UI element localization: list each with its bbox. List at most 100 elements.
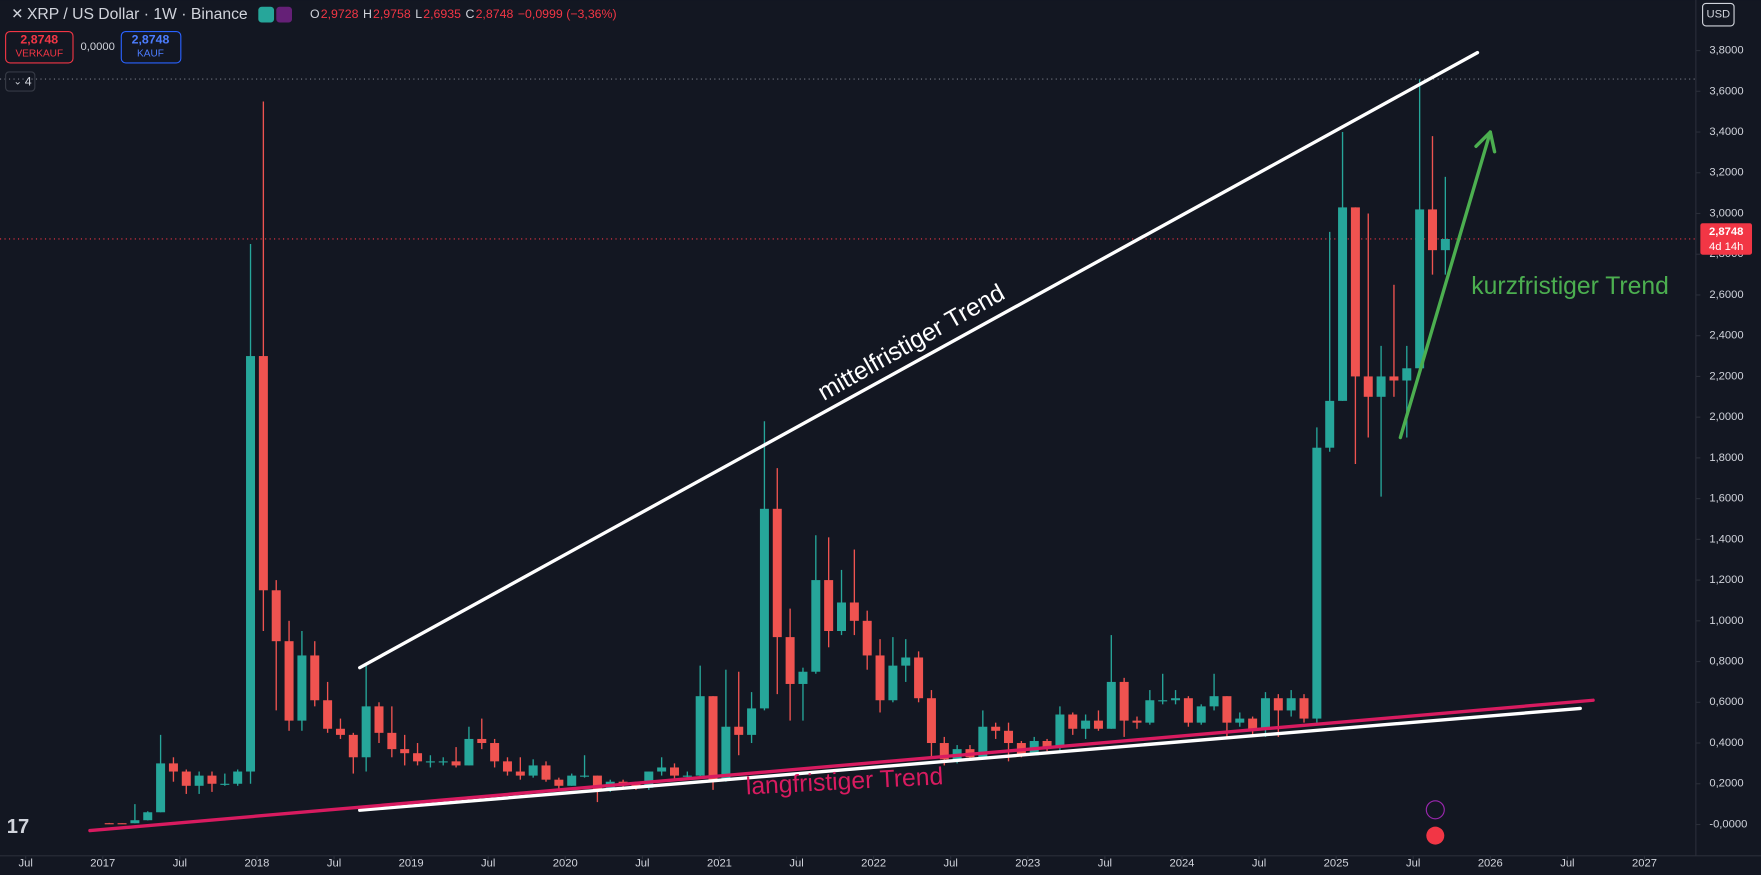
close-icon[interactable]: ✕	[11, 7, 23, 23]
candle-body	[1042, 740, 1052, 748]
x-tick-label: 2025	[1324, 858, 1349, 870]
x-tick-label: Jul	[635, 858, 649, 870]
logo: 17	[7, 816, 29, 838]
candle-body	[747, 708, 757, 735]
indicator-chevron: ⌄	[13, 77, 21, 88]
candle-body	[310, 655, 320, 701]
event-icon[interactable]	[1425, 800, 1445, 820]
candle-body	[1106, 681, 1116, 729]
x-tick-label: Jul	[1560, 858, 1574, 870]
x-tick-label: Jul	[944, 858, 958, 870]
indicator-toggle[interactable]	[5, 71, 36, 92]
ohlc-legend: O 2,9728 H 2,9758 L 2,6935 C 2,8748 −0,0999 (−3,…	[310, 7, 617, 21]
candle-body	[721, 726, 731, 780]
x-tick-label: 2023	[1015, 858, 1040, 870]
x-tick-label: 2018	[244, 858, 269, 870]
candle-body	[785, 637, 795, 684]
symbol-title[interactable]: XRP / US Dollar · 1W · Binance	[27, 6, 248, 23]
candle-body	[387, 732, 397, 750]
currency-button[interactable]	[1702, 2, 1735, 27]
candle-body	[400, 749, 410, 754]
x-tick-label: 2020	[553, 858, 578, 870]
candle-body	[1440, 238, 1450, 251]
x-tick-label: 2026	[1478, 858, 1503, 870]
candle-body	[1183, 698, 1193, 723]
candle-body	[1299, 698, 1309, 719]
last-price-badge	[1700, 223, 1753, 255]
countdown: 4d 14h	[1709, 241, 1743, 253]
x-tick-label: Jul	[481, 858, 495, 870]
candle-body	[734, 726, 744, 735]
candle-body	[1248, 718, 1258, 729]
candle-body	[246, 356, 256, 772]
candle-body	[1119, 681, 1129, 721]
ohlc-label: O	[310, 7, 320, 21]
indicator-count: 4	[25, 74, 32, 88]
currency: USD	[1706, 9, 1730, 21]
candle-body	[451, 761, 461, 766]
candle-body	[939, 743, 949, 760]
buy-price: 2,8748	[132, 33, 170, 47]
x-tick-label: 2024	[1169, 858, 1194, 870]
candle-body	[1132, 720, 1142, 723]
y-tick-label: 0,8000	[1709, 656, 1743, 668]
candle-body	[194, 775, 204, 786]
candle-body	[862, 620, 872, 656]
candle-body	[1235, 718, 1245, 723]
candle-body	[413, 753, 423, 762]
y-tick-label: 1,8000	[1709, 452, 1743, 464]
y-tick-label: 0,4000	[1709, 737, 1743, 749]
candle-body	[104, 823, 114, 825]
candle-body	[926, 698, 936, 744]
candle-body	[914, 657, 924, 699]
x-tick-label: Jul	[1406, 858, 1420, 870]
candle-body	[1376, 376, 1386, 397]
y-tick-label: 2,4000	[1709, 330, 1743, 342]
status-icon[interactable]	[258, 6, 275, 23]
x-tick-label: 2017	[90, 858, 115, 870]
event-icon[interactable]	[1426, 826, 1445, 845]
candle-body	[708, 696, 718, 780]
candle-body	[759, 508, 769, 709]
candle-body	[798, 671, 808, 684]
candle-body	[1004, 730, 1014, 744]
candle-body	[1402, 368, 1412, 381]
candle-body	[348, 734, 358, 758]
candle-body	[554, 779, 564, 786]
y-tick-label: 2,6000	[1709, 289, 1743, 301]
candle-body	[1209, 696, 1219, 707]
candle-body	[978, 726, 988, 758]
candle-body	[541, 765, 551, 780]
candle-body	[1068, 714, 1078, 729]
sell-button[interactable]	[5, 30, 74, 64]
candle-body	[438, 761, 448, 763]
y-tick-label: 3,4000	[1709, 126, 1743, 138]
candle-body	[1312, 447, 1322, 719]
candle-body	[991, 726, 1001, 731]
candle-body	[1222, 696, 1232, 723]
y-tick-label: 0,6000	[1709, 696, 1743, 708]
status-icon[interactable]	[276, 6, 293, 23]
candle-body	[592, 775, 602, 790]
x-tick-label: 2019	[399, 858, 424, 870]
candle-body	[1363, 376, 1373, 397]
candle-body	[657, 767, 667, 772]
candle-body	[335, 728, 345, 735]
candle-body	[477, 738, 487, 744]
candle-body	[490, 743, 500, 762]
candle-body	[1196, 706, 1206, 723]
ohlc-label: H	[363, 7, 372, 21]
candle-body	[888, 665, 898, 701]
x-tick-label: Jul	[789, 858, 803, 870]
ohlc-value: 2,9758	[373, 7, 411, 21]
y-tick-label: 1,6000	[1709, 493, 1743, 505]
candle-body	[901, 657, 911, 666]
ohlc-label: L	[415, 7, 422, 21]
ohlc-value: 2,8748	[476, 7, 514, 21]
annotation-text: kurzfristiger Trend	[1471, 273, 1669, 300]
change: −0,0999 (−3,36%)	[518, 7, 617, 21]
x-tick-label: Jul	[1098, 858, 1112, 870]
buy-button[interactable]	[120, 30, 182, 64]
candle-body	[168, 763, 178, 772]
